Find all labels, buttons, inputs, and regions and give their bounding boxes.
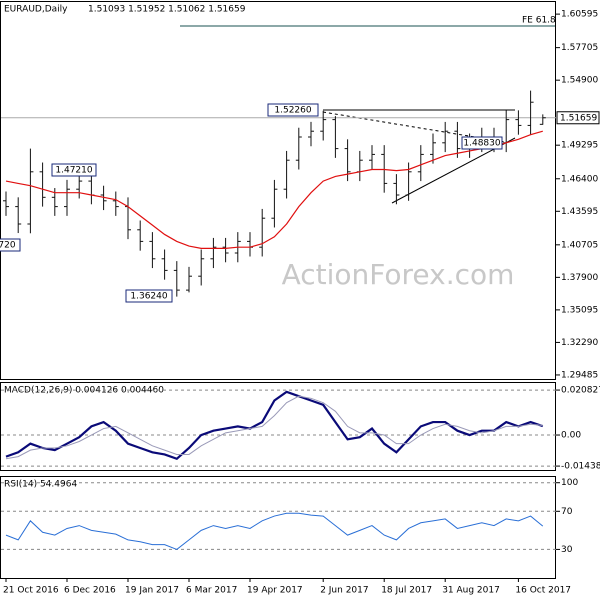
rsi-panel — [0, 476, 556, 579]
y-tick-label: 1.54900 — [561, 76, 598, 86]
moving-average — [5, 130, 543, 249]
series-line — [5, 390, 544, 461]
x-tick-label: 6 Dec 2016 — [64, 586, 116, 596]
annotation-label: 1.36240 — [130, 292, 167, 302]
last-price-box — [556, 111, 600, 125]
annotation-box — [267, 103, 319, 117]
last-price-label: 1.51659 — [560, 113, 597, 123]
macd-title: MACD(12,26,9) 0.004126 0.004460 — [4, 386, 164, 396]
y-tick-label: 100 — [561, 478, 578, 488]
x-tick-label: 31 Aug 2017 — [442, 586, 500, 596]
annotation-box — [125, 289, 173, 303]
y-tick-label: 1.32290 — [561, 338, 598, 348]
y-tick-label: 1.46400 — [561, 174, 598, 184]
x-tick-label: 19 Jan 2017 — [125, 586, 179, 596]
annotation-label: 1.47210 — [55, 166, 92, 176]
y-tick-label: 1.43595 — [561, 207, 598, 217]
y-tick-label: 0.020827 — [561, 386, 600, 396]
x-tick-label: 6 Mar 2017 — [186, 586, 237, 596]
watermark: ActionForex.com — [282, 258, 515, 291]
x-tick-label: 16 Oct 2017 — [515, 586, 571, 596]
y-tick-label: 1.40705 — [561, 240, 598, 250]
ohlc-readout: 1.51093 1.51952 1.51062 1.51659 — [88, 5, 246, 15]
series-line — [5, 512, 544, 550]
annotation-label: 1.52260 — [274, 106, 311, 116]
y-tick-label: 30 — [561, 545, 573, 555]
y-tick-label: 0.00 — [561, 431, 581, 441]
y-tick-label: 1.60595 — [561, 10, 598, 20]
y-tick-label: 70 — [561, 507, 573, 517]
symbol: EURAUD,Daily — [4, 5, 68, 15]
fe-label: FE 61.8 — [522, 16, 556, 26]
annotation-box — [0, 238, 21, 252]
price-panel — [0, 1, 556, 380]
annotation-box — [461, 136, 503, 150]
annotation-label: 1.41720 — [0, 241, 16, 251]
macd-panel — [0, 382, 556, 471]
y-tick-label: 1.37900 — [561, 273, 598, 283]
y-tick-label: 1.49295 — [561, 141, 598, 151]
y-tick-label: -0.014386 — [561, 462, 600, 472]
y-tick-label: 1.57705 — [561, 43, 598, 53]
triangle-dashed — [322, 111, 506, 143]
annotation-box — [51, 163, 97, 177]
x-tick-label: 18 Jul 2017 — [381, 586, 432, 596]
rsi-title: RSI(14) 54.4964 — [4, 480, 77, 490]
y-tick-label: 1.35095 — [561, 305, 598, 315]
x-tick-label: 19 Apr 2017 — [247, 586, 303, 596]
x-tick-label: 21 Oct 2016 — [3, 586, 59, 596]
y-tick-label: 1.29485 — [561, 370, 598, 380]
x-tick-label: 2 Jun 2017 — [320, 586, 368, 596]
series-line — [5, 395, 543, 460]
annotation-label: 1.48830 — [463, 139, 500, 149]
